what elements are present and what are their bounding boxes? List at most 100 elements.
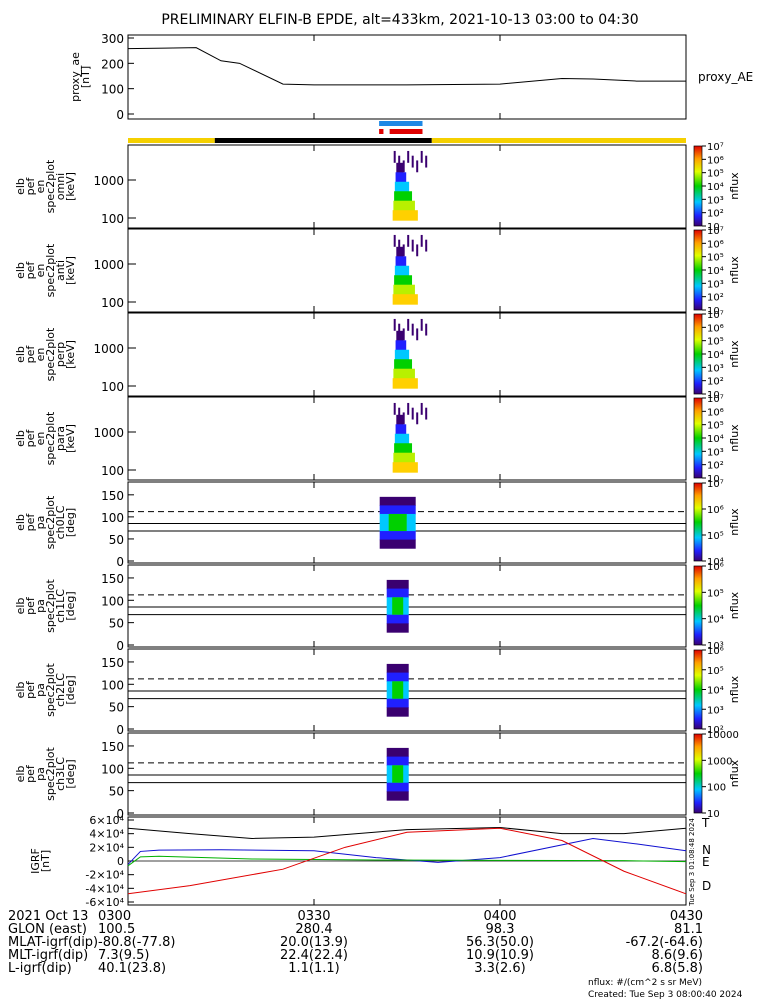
energy-panel-2-ylabel-5: [keV] — [64, 340, 77, 369]
igrf-ytick-label-3: 0 — [117, 855, 124, 868]
energy-panel-3-spec-cell-4 — [393, 452, 415, 464]
footer-row-4-col-4: 6.8(5.8) — [652, 961, 704, 976]
pa-panel-2-ylabel-5: [deg] — [64, 675, 77, 704]
energy-panel-1-spec-noise-4 — [411, 239, 414, 252]
igrf-ytick-label-1: -4×10⁴ — [85, 882, 124, 895]
energy-panel-0-cbar-label-6: 10⁷ — [707, 142, 724, 153]
energy-panel-1-frame — [127, 228, 687, 313]
footer-row-0-col-0: 2021 Oct 13 — [8, 909, 88, 924]
footer-row-3-col-4: 8.6(9.6) — [652, 948, 704, 963]
energy-panel-2-cbar-label-5: 10⁶ — [707, 323, 724, 334]
pa-panel-1-ytick-label-2: 100 — [101, 594, 124, 608]
pa-panel-1-ylabel-1: pef — [24, 596, 37, 615]
energy-panel-3-cbar-label-1: 10² — [707, 461, 724, 472]
pa-panel-1-cbar-label-2: 10⁵ — [707, 588, 724, 599]
ae-ytick-label-2: 200 — [101, 57, 124, 71]
footer-row-1-col-0: GLON (east) — [8, 922, 87, 937]
ae-ylabel-1: [nT] — [79, 66, 92, 88]
energy-panel-3-spec-cell-3 — [394, 443, 413, 454]
pa-panel-2-ytick-label-3: 150 — [101, 656, 124, 670]
pa-panel-2-ylabel-1: pef — [24, 680, 37, 699]
energy-panel-3-cbar-label-6: 10⁷ — [707, 394, 724, 405]
energy-panel-3-cbar-label-3: 10⁴ — [707, 434, 724, 445]
energy-panel-1-cbar-label-0: 10 — [707, 306, 720, 317]
pa-panel-2-cbar-title: nflux — [728, 675, 741, 703]
pa-panel-2-ylabel-4: ch2LC — [54, 673, 67, 707]
energy-panel-2-cbar-label-3: 10⁴ — [707, 350, 724, 361]
pa-panel-3-ytick-label-2: 100 — [101, 762, 124, 776]
pa-panel-1-ylabel-5: [deg] — [64, 591, 77, 620]
energy-panel-1-ytick-label-0: 100 — [101, 296, 124, 310]
energy-panel-1-spec-noise-6 — [420, 234, 423, 247]
energy-panel-3-cbar-label-0: 10 — [707, 474, 720, 485]
energy-panel-1-spec-noise-2 — [402, 244, 405, 257]
energy-panel-2-cbar-label-4: 10⁵ — [707, 337, 724, 348]
energy-panel-3-spec-noise-6 — [420, 402, 423, 415]
footer-row-3-col-3: 10.9(10.9) — [466, 948, 534, 963]
pa-panel-1-ytick-label-3: 150 — [101, 572, 124, 586]
footer-row-1-col-3: 98.3 — [486, 922, 515, 937]
energy-panel-2-spec-cell-0 — [396, 330, 404, 342]
footer-row-0-col-2: 0330 — [297, 909, 330, 924]
energy-panel-2-ylabel-1: pef — [24, 345, 37, 364]
energy-panel-1-spec-cell-1 — [395, 256, 407, 267]
energy-panel-3-spec-cell-1 — [395, 424, 407, 435]
pa-panel-1-cbar-label-0: 10³ — [707, 641, 724, 652]
pa-panel-1-ytick-label-0: 0 — [116, 639, 124, 653]
pa-panel-1-pa-cell-1 — [386, 588, 409, 598]
energy-panel-2-spec-cell-3 — [394, 359, 413, 370]
pa-panel-2-ytick-label-2: 100 — [101, 678, 124, 692]
pa-panel-1-cbar-label-1: 10⁴ — [707, 615, 724, 626]
energy-panel-2-spec-noise-3 — [407, 318, 410, 331]
footer-row-0-col-1: 0300 — [98, 909, 131, 924]
ae-frame — [127, 34, 687, 120]
pa-panel-1-ylabel-4: ch1LC — [54, 589, 67, 623]
energy-panel-2-cbar-label-6: 10⁷ — [707, 310, 724, 321]
science-zone-red-bar-0 — [379, 129, 384, 134]
energy-panel-3-spec-cell-0 — [396, 414, 404, 426]
pa-panel-0-colorbar — [693, 482, 703, 562]
pa-panel-3-pa-core — [392, 765, 404, 783]
igrf-legend-N: N — [702, 843, 711, 857]
pa-panel-3-ylabel-5: [deg] — [64, 759, 77, 788]
footer-row-4-col-2: 1.1(1.1) — [288, 961, 340, 976]
energy-panel-1-cbar-label-5: 10⁶ — [707, 239, 724, 250]
energy-panel-2-spec-cell-4 — [393, 368, 415, 380]
energy-panel-0-spec-noise-0 — [393, 150, 396, 163]
energy-panel-2-spec-noise-2 — [402, 328, 405, 341]
footer-row-4-col-0: L-igrf(dip) — [8, 961, 72, 976]
pa-panel-2-ylabel-0: elb — [14, 682, 27, 699]
science-zone-red-bar-1 — [389, 129, 423, 134]
energy-panel-1-ylabel-5: [keV] — [64, 256, 77, 285]
energy-panel-1-ylabel-0: elb — [14, 262, 27, 279]
ae-ytick-label-3: 300 — [101, 32, 124, 46]
energy-panel-2-spec-noise-0 — [393, 318, 396, 331]
energy-panel-2-ylabel-2: en — [34, 348, 47, 362]
igrf-ytick-label-4: 2×10⁴ — [89, 841, 124, 854]
igrf-side-note: Tue Sep 3 01:08:48 2024 — [688, 818, 696, 907]
pa-panel-2-cbar-label-3: 10⁵ — [707, 666, 724, 677]
igrf-ylabel-1: [nT] — [39, 850, 52, 872]
energy-panel-1-ylabel-1: pef — [24, 261, 37, 280]
pa-panel-0-ylabel-1: pef — [24, 513, 37, 532]
energy-panel-0-spec-noise-4 — [411, 155, 414, 168]
pa-panel-2-ytick-label-0: 0 — [116, 723, 124, 737]
orbit-bar-segment-0 — [128, 138, 215, 143]
energy-panel-0-spec-noise-5 — [416, 160, 419, 173]
energy-panel-1-ylabel-2: en — [34, 264, 47, 278]
energy-panel-2-spec-cell-5 — [392, 378, 418, 389]
pa-panel-0-pa-cell-0 — [379, 496, 416, 506]
energy-panel-3-cbar-label-5: 10⁶ — [707, 407, 724, 418]
energy-panel-1-cbar-title: nflux — [728, 256, 741, 284]
energy-panel-1-spec-noise-1 — [398, 239, 401, 252]
pa-panel-3-frame — [127, 732, 687, 816]
pa-panel-2-pa-cell-5 — [386, 707, 409, 717]
pa-panel-0-ylabel-2: pa — [34, 516, 47, 530]
pa-panel-2-pa-cell-4 — [386, 698, 409, 708]
energy-panel-3-cbar-label-2: 10³ — [707, 447, 724, 458]
pa-panel-2-pa-cell-1 — [386, 672, 409, 682]
pa-panel-3-ylabel-4: ch3LC — [54, 757, 67, 791]
energy-panel-0-cbar-label-2: 10³ — [707, 195, 724, 206]
pa-panel-3-ytick-label-1: 50 — [109, 785, 124, 799]
footer-row-2-col-3: 56.3(50.0) — [466, 935, 534, 950]
